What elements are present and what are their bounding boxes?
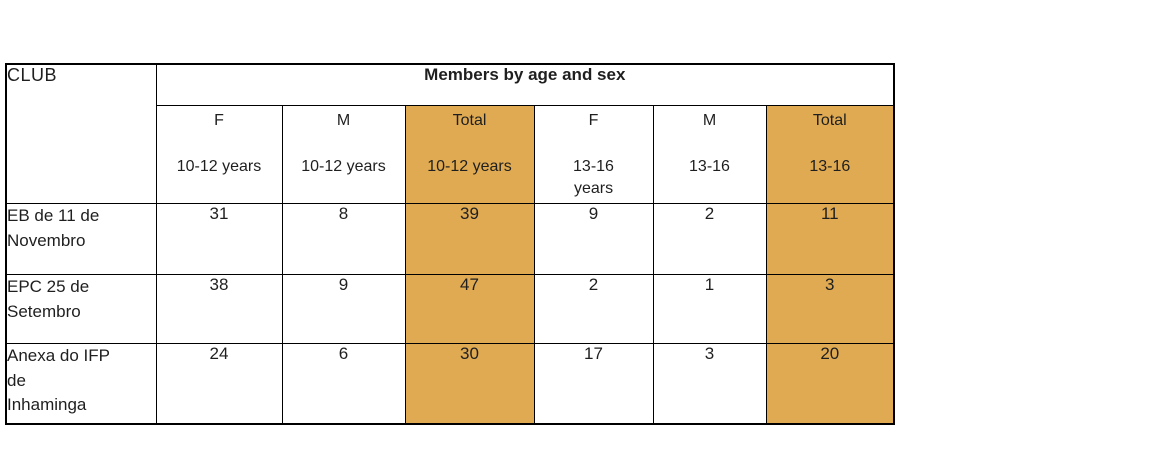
members-table: CLUB Members by age and sex F 10-12 year… [5, 63, 896, 425]
col-header-age-label: 13-16 [809, 158, 851, 175]
col-header-total-13-16: Total 13-16 [765, 105, 895, 204]
title-row: CLUB Members by age and sex [5, 63, 895, 204]
col-header-f-13-16: F 13-16 years [533, 105, 654, 204]
value-cell: 9 [533, 203, 654, 275]
total-value-cell: 47 [404, 274, 535, 344]
col-header-age-label: 10-12 years [427, 158, 512, 175]
col-header-m-13-16: M 13-16 [652, 105, 767, 204]
total-value-cell: 11 [765, 203, 895, 275]
club-name-cell: EB de 11 de Novembro [5, 203, 157, 275]
col-header-sex-label: F [588, 112, 599, 129]
col-header-sex-label: F [214, 112, 224, 129]
club-column-header: CLUB [5, 63, 157, 204]
value-cell: 6 [281, 343, 406, 425]
value-cell: 8 [281, 203, 406, 275]
subheader-row: F 10-12 years M 10-12 years Total 10-12 … [6, 105, 895, 204]
value-cell: 24 [155, 343, 283, 425]
total-value-cell: 3 [765, 274, 895, 344]
col-header-sex-label: M [336, 112, 351, 129]
col-header-age-label: 13-16 [689, 158, 730, 175]
col-header-age-label: 10-12 years [301, 158, 386, 175]
col-header-age-label: 10-12 years [176, 158, 262, 175]
value-cell: 9 [281, 274, 406, 344]
club-name-cell: Anexa do IFP de Inhaminga [5, 343, 157, 425]
col-header-m-10-12: M 10-12 years [281, 105, 406, 204]
col-header-sex-label: Total [812, 112, 847, 129]
table-row: EB de 11 de Novembro 31 8 39 9 2 11 [5, 203, 895, 275]
table-row: EPC 25 de Setembro 38 9 47 2 1 3 [5, 274, 895, 344]
col-header-total-10-12: Total 10-12 years [404, 105, 535, 204]
value-cell: 38 [155, 274, 283, 344]
col-header-f-10-12: F 10-12 years [155, 105, 283, 204]
value-cell: 3 [652, 343, 767, 425]
total-value-cell: 30 [404, 343, 535, 425]
col-header-sex-label: M [702, 112, 717, 129]
table-row: Anexa do IFP de Inhaminga 24 6 30 17 3 2… [5, 343, 895, 425]
value-cell: 17 [533, 343, 654, 425]
value-cell: 1 [652, 274, 767, 344]
value-cell: 2 [533, 274, 654, 344]
club-name-cell: EPC 25 de Setembro [5, 274, 157, 344]
col-header-sex-label: Total [452, 112, 487, 129]
value-cell: 31 [155, 203, 283, 275]
total-value-cell: 39 [404, 203, 535, 275]
total-value-cell: 20 [765, 343, 895, 425]
col-header-age-label: 13-16 years [573, 158, 614, 197]
value-cell: 2 [652, 203, 767, 275]
table-title: Members by age and sex [155, 63, 895, 106]
